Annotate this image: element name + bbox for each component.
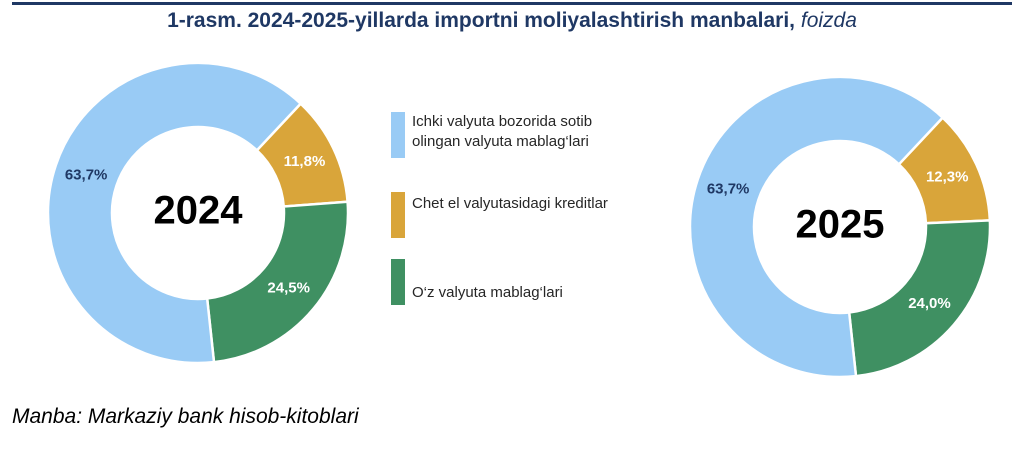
legend-label-foreign-credits: Chet el valyutasidagi kreditlar (412, 194, 608, 214)
data-label-internal-market-2024: 63,7% (65, 166, 108, 183)
donut-chart-2025: 12,3% 24,0% 63,7% 2025 (688, 75, 992, 379)
top-rule (12, 2, 1012, 5)
data-label-foreign-credits-2024: 11,8% (284, 153, 326, 170)
data-label-own-funds-2025: 24,0% (908, 295, 951, 312)
figure-title-main: 1-rasm. 2024-2025-yillarda importni moli… (167, 9, 796, 32)
source-note: Manba: Markaziy bank hisob-kitoblari (12, 405, 359, 428)
legend-label-internal-market: Ichki valyuta bozorida sotib olingan val… (412, 112, 592, 152)
donut-chart-2024: 11,8% 24,5% 63,7% 2024 (46, 61, 350, 365)
legend-label-internal-market-line-1: Ichki valyuta bozorida sotib (412, 113, 593, 130)
slice-own-funds-2025 (847, 219, 992, 378)
data-label-own-funds-2024: 24,5% (267, 279, 310, 296)
data-label-internal-market-2025: 63,7% (707, 180, 750, 197)
figure-title-unit: foizda (800, 9, 857, 32)
legend-swatch-own-funds (391, 259, 405, 305)
legend-label-internal-market-line-2: olingan valyuta mablag‘lari (412, 133, 589, 150)
slice-own-funds-2024 (205, 200, 350, 364)
legend-label-own-funds-line-1: O‘z valyuta mablag‘lari (412, 284, 563, 301)
data-label-foreign-credits-2025: 12,3% (926, 169, 969, 186)
legend-swatch-internal-market (391, 112, 405, 158)
legend-label-foreign-credits-line-1: Chet el valyutasidagi kreditlar (412, 195, 608, 212)
center-label-2025: 2025 (796, 203, 885, 247)
figure-title: 1-rasm. 2024-2025-yillarda importni moli… (0, 9, 1024, 33)
slice-internal-market-2025 (688, 75, 945, 379)
center-label-2024: 2024 (154, 189, 244, 233)
legend-swatch-foreign-credits (391, 192, 405, 238)
legend-label-own-funds: O‘z valyuta mablag‘lari (412, 283, 563, 303)
slice-internal-market-2024 (46, 61, 303, 365)
